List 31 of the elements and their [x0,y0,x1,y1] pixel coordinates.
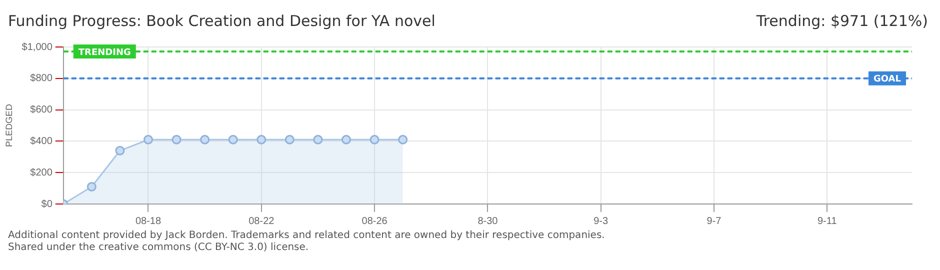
text: Additional content provided by Jack Borden. Trademarks and related content are owned by their respective companies. [8,230,606,242]
point [115,146,125,156]
ref-line-label: TRENDING [78,48,131,58]
point [398,134,408,144]
point [342,134,352,144]
point [144,134,153,144]
x-tick-label: 08-22 [248,216,275,227]
y-axis-title: PLEDGED [4,103,14,148]
y-tick-label: $200 [30,167,53,178]
y-tick-label: $600 [30,104,53,116]
x-tick-label: 08-26 [362,216,388,227]
x-tick-label: 9-7 [706,216,722,227]
chart-subtitle: Trending: $971 (121%) [756,12,928,30]
x-tick-label: 08-18 [135,216,162,227]
point [256,134,266,144]
y-tick-label: $1,000 [22,42,53,53]
point [370,134,380,144]
x-tick-label: 8-30 [478,216,498,227]
x-tick-label: 9-3 [594,216,609,227]
y-tick-label: $800 [30,73,53,84]
ref-line-label: GOAL [874,74,902,85]
point [200,134,210,144]
point [172,134,182,144]
point [284,134,294,144]
point [313,134,323,144]
text: Shared under the creative commons (CC BY-NC 3.0) license. [8,242,310,254]
chart-title: Funding Progress: Book Creation and Design for YA novel [8,12,436,30]
y-tick-label: $400 [30,136,53,147]
x-tick-label: 9-11 [818,216,838,227]
point [228,134,238,144]
y-tick-label: $0 [41,198,53,210]
